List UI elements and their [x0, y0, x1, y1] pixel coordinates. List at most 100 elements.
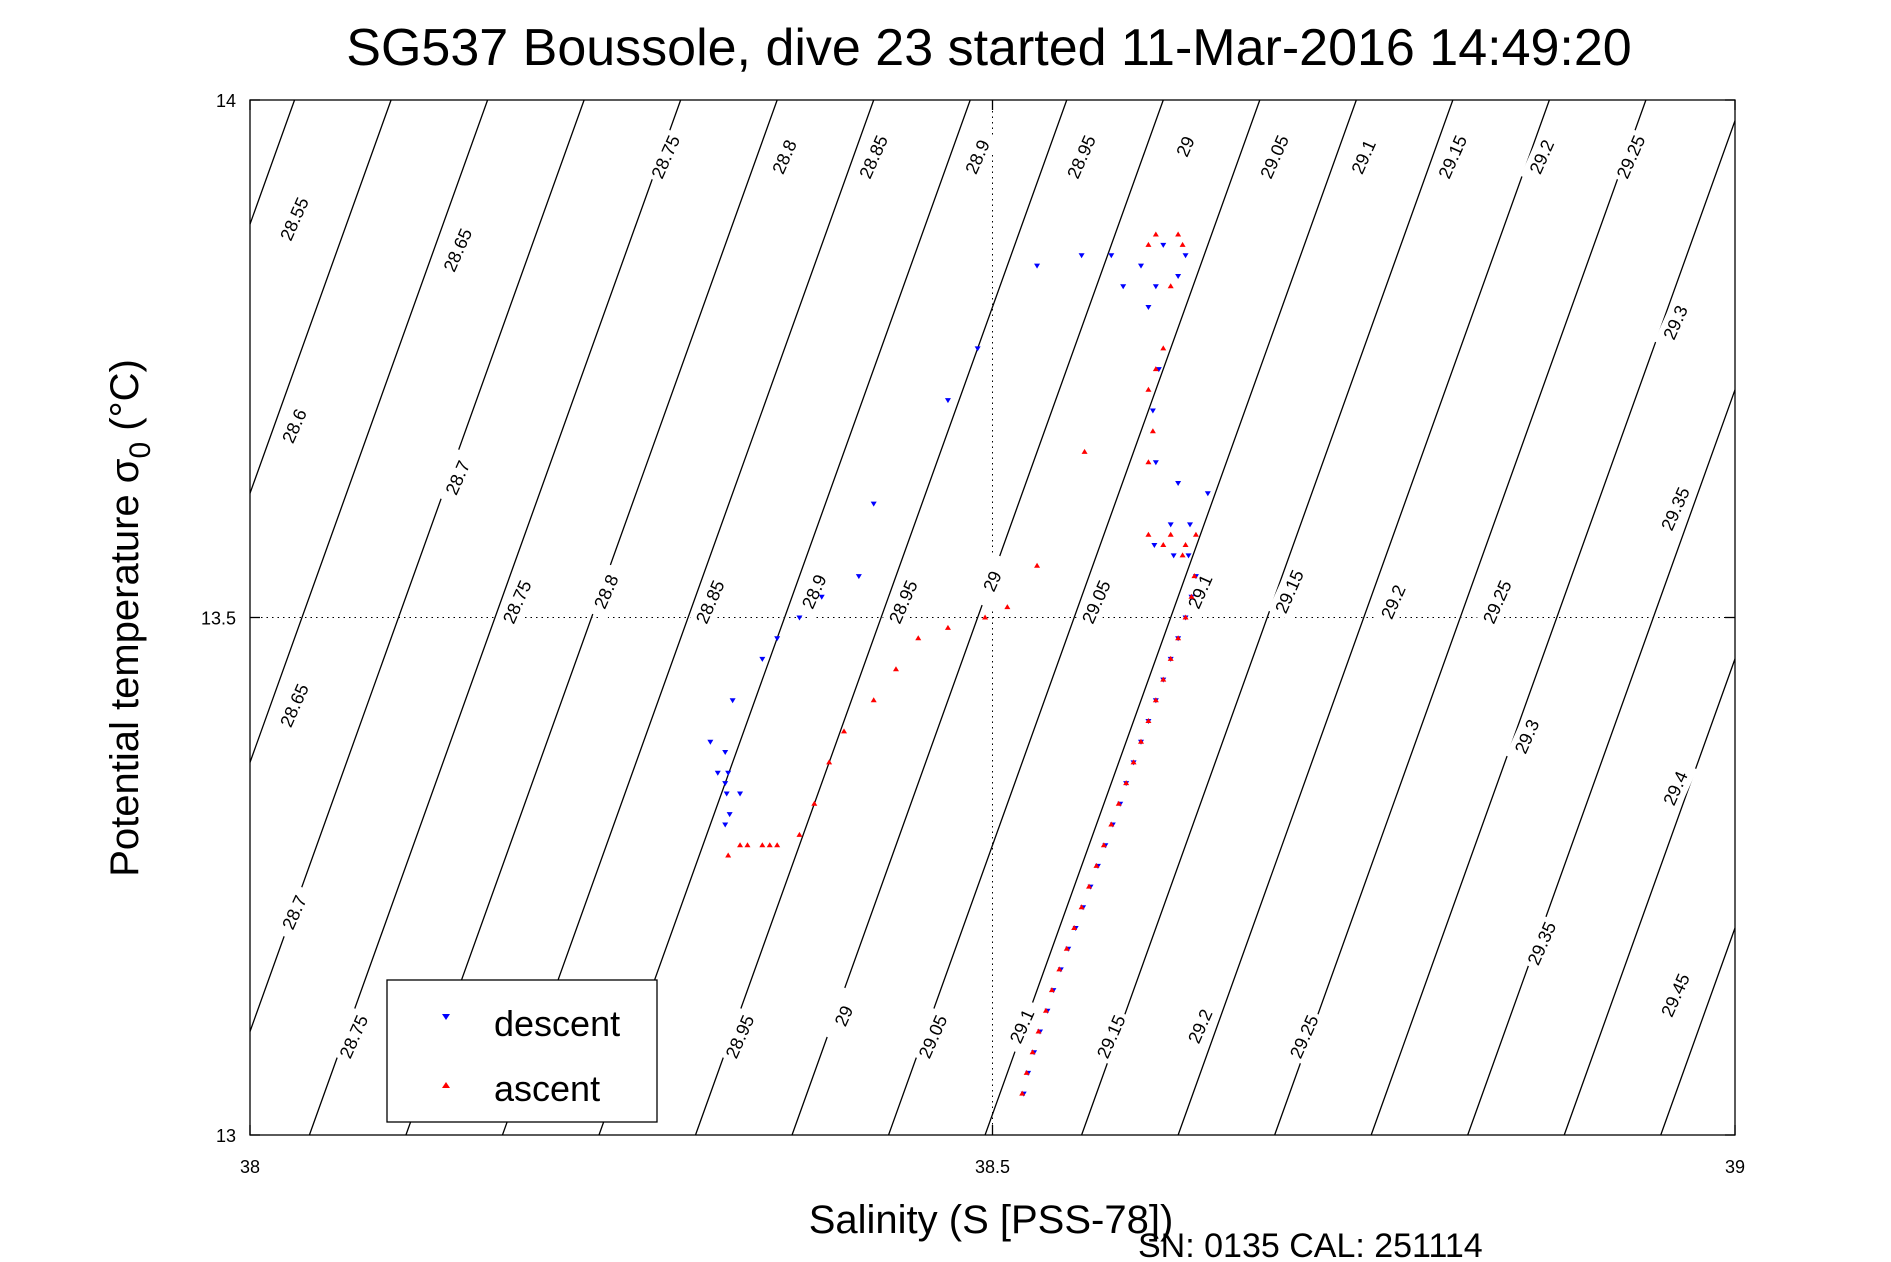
contour-label-background: [881, 573, 925, 631]
contour-label-background: [1178, 997, 1222, 1055]
ascent-point: [1078, 904, 1085, 910]
descent-point: [1149, 408, 1156, 414]
descent-point: [774, 636, 781, 642]
ascent-point: [759, 842, 766, 848]
contour-label-background: [1431, 128, 1475, 186]
contour-label-background: [436, 449, 480, 507]
ascent-points: [725, 231, 1199, 1096]
y-axis-label-subscript: 0: [124, 442, 157, 459]
descent-point: [1151, 543, 1158, 549]
descent-point: [759, 656, 766, 662]
isopycnal-line: [1660, 927, 1736, 1136]
legend: descent ascent: [386, 979, 658, 1123]
contour-label-background: [1342, 128, 1386, 186]
descent-point: [726, 812, 733, 818]
contour-label-background: [792, 562, 836, 621]
ascent-point: [982, 614, 989, 620]
y-axis-label-main: Potential temperature σ: [103, 458, 147, 877]
isopycnal-line: [249, 99, 296, 225]
ascent-point: [1115, 800, 1122, 806]
ascent-point: [1048, 987, 1055, 993]
isopycnal-line: [1080, 99, 1454, 1136]
contour-label-background: [332, 1008, 376, 1066]
descent-point: [1182, 253, 1189, 259]
y-tick-label: 13: [216, 1126, 236, 1146]
contour-label-background: [1253, 128, 1297, 186]
contour-label-background: [1164, 117, 1208, 176]
ascent-point: [915, 635, 922, 641]
descent-point: [796, 615, 803, 621]
legend-box: [386, 979, 658, 1123]
ascent-point: [1182, 542, 1189, 548]
legend-ascent-label: ascent: [494, 1068, 600, 1109]
ascent-point: [892, 666, 899, 672]
descent-point: [1175, 273, 1182, 279]
ascent-point: [1152, 366, 1159, 372]
ascent-point: [744, 842, 751, 848]
contour-label-background: [1074, 573, 1118, 631]
ascent-point: [1152, 231, 1159, 237]
ascent-point: [841, 728, 847, 734]
ascent-point: [774, 842, 781, 848]
legend-ascent-marker: [442, 1082, 450, 1088]
isopycnal-line: [791, 99, 1164, 1136]
descent-point: [1185, 553, 1192, 559]
contour-label-background: [273, 190, 317, 248]
isopycnal-line: [501, 99, 875, 1136]
contour-label-background: [911, 1008, 955, 1066]
descent-point: [1155, 367, 1162, 373]
descent-point: [818, 594, 825, 600]
contour-label-background: [718, 1008, 762, 1066]
descent-point: [707, 739, 714, 745]
descent-point: [1138, 263, 1144, 269]
descent-point: [1120, 284, 1127, 290]
y-tick-label: 14: [216, 91, 236, 111]
ascent-point: [1145, 241, 1152, 247]
ascent-point: [1182, 614, 1189, 620]
contour-label-background: [1505, 707, 1549, 766]
contour-label-background: [273, 883, 317, 942]
descent-point: [1167, 522, 1174, 528]
contour-label-background: [1371, 573, 1415, 631]
descent-point: [725, 770, 732, 776]
isopycnal-line: [249, 99, 585, 1032]
ascent-point: [1179, 241, 1186, 247]
contour-label-background: [852, 128, 896, 186]
isopycnal-line: [694, 99, 1068, 1136]
descent-point: [1152, 460, 1159, 466]
contour-label-background: [688, 573, 732, 631]
descent-point: [714, 770, 721, 776]
contour-label-background: [436, 221, 480, 279]
contour-label-background: [1654, 966, 1698, 1024]
ascent-point: [1029, 1049, 1036, 1055]
contour-label-background: [1089, 1008, 1133, 1066]
descent-point: [870, 501, 877, 507]
descent-point: [1145, 305, 1152, 310]
ascent-point: [1138, 738, 1144, 744]
descent-point: [1078, 253, 1085, 259]
ascent-point: [1175, 231, 1182, 237]
contour-label-background: [1000, 997, 1044, 1055]
descent-point: [944, 398, 951, 404]
descent-point: [1108, 253, 1115, 259]
ascent-point: [1167, 655, 1174, 661]
descent-point: [1187, 522, 1194, 528]
ascent-point: [1086, 883, 1093, 889]
ascent-point: [1081, 448, 1088, 454]
ascent-point: [1145, 459, 1152, 465]
isopycnal-line: [249, 99, 489, 763]
contour-label-background: [956, 128, 1000, 186]
ascent-point: [944, 624, 951, 630]
ascent-point: [1145, 386, 1152, 392]
contour-label-background: [495, 573, 539, 631]
ascent-point: [1042, 1007, 1049, 1013]
contour-label-background: [1475, 573, 1519, 631]
ascent-point: [1100, 842, 1107, 848]
contour-label-background: [1520, 914, 1564, 973]
contour-label-background: [1609, 128, 1653, 186]
ascent-point: [1093, 862, 1100, 868]
ascent-point: [826, 759, 833, 765]
contour-label-background: [273, 397, 317, 455]
contour-label-background: [584, 562, 628, 621]
serial-calibration-footer: SN: 0135 CAL: 251114: [1138, 1227, 1483, 1262]
